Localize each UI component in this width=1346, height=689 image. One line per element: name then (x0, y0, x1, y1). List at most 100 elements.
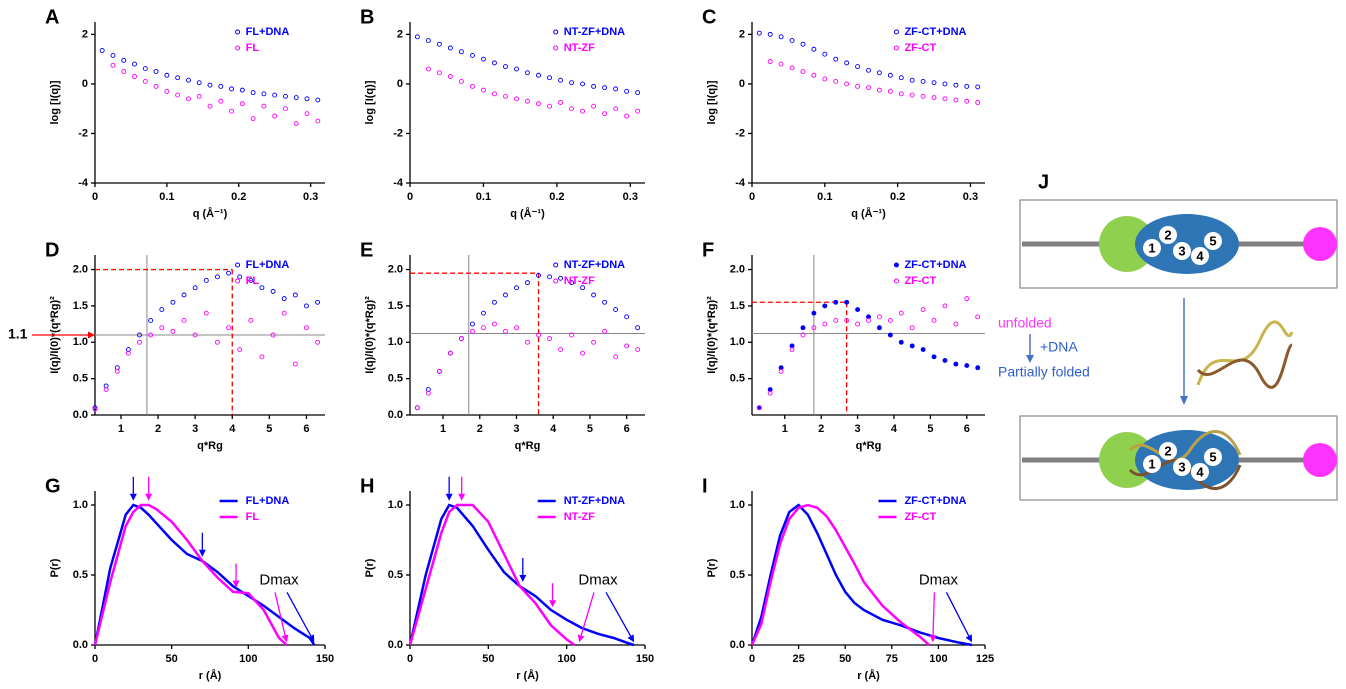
data-point (909, 92, 915, 98)
series-line (93, 503, 288, 646)
x-axis-title: q*Rg (515, 440, 541, 452)
data-point (580, 350, 586, 356)
x-tick-label: 4 (229, 423, 236, 435)
y-tick-label: 0.5 (73, 569, 88, 581)
data-point (159, 325, 165, 331)
data-point (492, 321, 497, 327)
data-point (920, 78, 926, 84)
data-point (635, 90, 641, 96)
data-point (942, 358, 948, 363)
data-point (259, 354, 265, 360)
data-point (425, 38, 431, 44)
data-point (148, 318, 154, 323)
arrow-head (129, 493, 137, 501)
data-point (503, 64, 508, 70)
data-point (218, 98, 224, 104)
data-point (315, 118, 321, 124)
x-tick-label: 150 (636, 653, 654, 665)
data-point (953, 321, 959, 327)
x-tick-label: 5 (266, 423, 272, 435)
y-tick-label: 2.0 (388, 263, 403, 275)
x-tick-label: 2 (818, 423, 824, 435)
data-point (207, 82, 213, 88)
legend-marker (553, 262, 559, 268)
legend-marker (893, 278, 899, 284)
data-point (315, 339, 321, 345)
data-point (613, 354, 619, 360)
data-point (569, 280, 575, 286)
data-point (153, 83, 159, 89)
data-point (942, 96, 948, 102)
domain-pink (1303, 443, 1337, 477)
y-axis-title: I(q)/I(0)*(q*Rg)² (706, 296, 718, 374)
x-tick-label: 0.2 (890, 191, 905, 203)
data-point (304, 111, 310, 117)
data-point (822, 51, 828, 57)
domain-badge (1191, 247, 1209, 265)
x-tick-label: 0.3 (963, 191, 978, 203)
data-point (315, 299, 321, 305)
legend-label: NT-ZF+DNA (564, 26, 625, 38)
y-tick-label: 2 (739, 28, 745, 40)
data-point (137, 332, 142, 338)
domain-badge (1204, 232, 1222, 250)
data-point (876, 87, 882, 93)
arrow-head (549, 600, 557, 608)
y-tick-label: 0 (397, 78, 403, 90)
y-tick-label: -4 (393, 177, 404, 189)
data-point (425, 66, 431, 72)
x-tick-label: 0.1 (476, 191, 491, 203)
data-point (909, 325, 915, 331)
panel-letter: J (1038, 171, 1049, 193)
data-point (469, 52, 475, 58)
data-point (492, 60, 497, 66)
data-point (92, 405, 98, 411)
data-point (536, 332, 541, 338)
domain-badge (1159, 442, 1177, 460)
arrow-head (88, 331, 95, 339)
data-point (811, 46, 817, 52)
arrow-head (929, 635, 937, 643)
data-point (480, 87, 486, 93)
y-tick-label: 0.5 (730, 569, 745, 581)
data-point (756, 405, 762, 411)
data-point (898, 339, 904, 345)
data-point (569, 332, 575, 338)
annotation: Dmax (259, 571, 299, 588)
x-tick-label: 0.1 (817, 191, 832, 203)
y-tick-label: 1.5 (73, 300, 88, 312)
x-tick-label: 125 (976, 653, 994, 665)
legend-label: NT-ZF+DNA (564, 495, 625, 507)
data-point (800, 69, 806, 74)
data-point (580, 81, 586, 87)
data-point (304, 325, 309, 331)
x-tick-label: 3 (513, 423, 519, 435)
data-point (855, 83, 861, 89)
domain-number: 4 (1196, 464, 1204, 479)
data-point (175, 75, 181, 81)
data-point (876, 314, 882, 320)
x-tick-label: 25 (792, 653, 804, 665)
data-point (844, 60, 850, 66)
x-tick-label: 6 (624, 423, 630, 435)
data-point (833, 56, 839, 62)
data-point (514, 96, 519, 102)
series-line (750, 503, 930, 646)
series-line (408, 503, 576, 647)
legend-label: ZF-CT (904, 42, 936, 54)
data-point (844, 299, 850, 305)
y-axis-title: P(r) (706, 558, 718, 577)
y-tick-label: 0.0 (388, 639, 403, 651)
x-tick-label: 0 (749, 653, 755, 665)
data-point (536, 101, 541, 107)
arrow (945, 592, 970, 637)
arrow-head (232, 580, 240, 588)
data-point (855, 307, 861, 312)
data-point (975, 314, 981, 320)
legend-label: NT-ZF (564, 511, 595, 523)
data-point (125, 350, 131, 356)
legend-marker (235, 45, 241, 51)
data-point (767, 59, 773, 65)
data-point (142, 78, 148, 84)
data-point (822, 303, 828, 309)
